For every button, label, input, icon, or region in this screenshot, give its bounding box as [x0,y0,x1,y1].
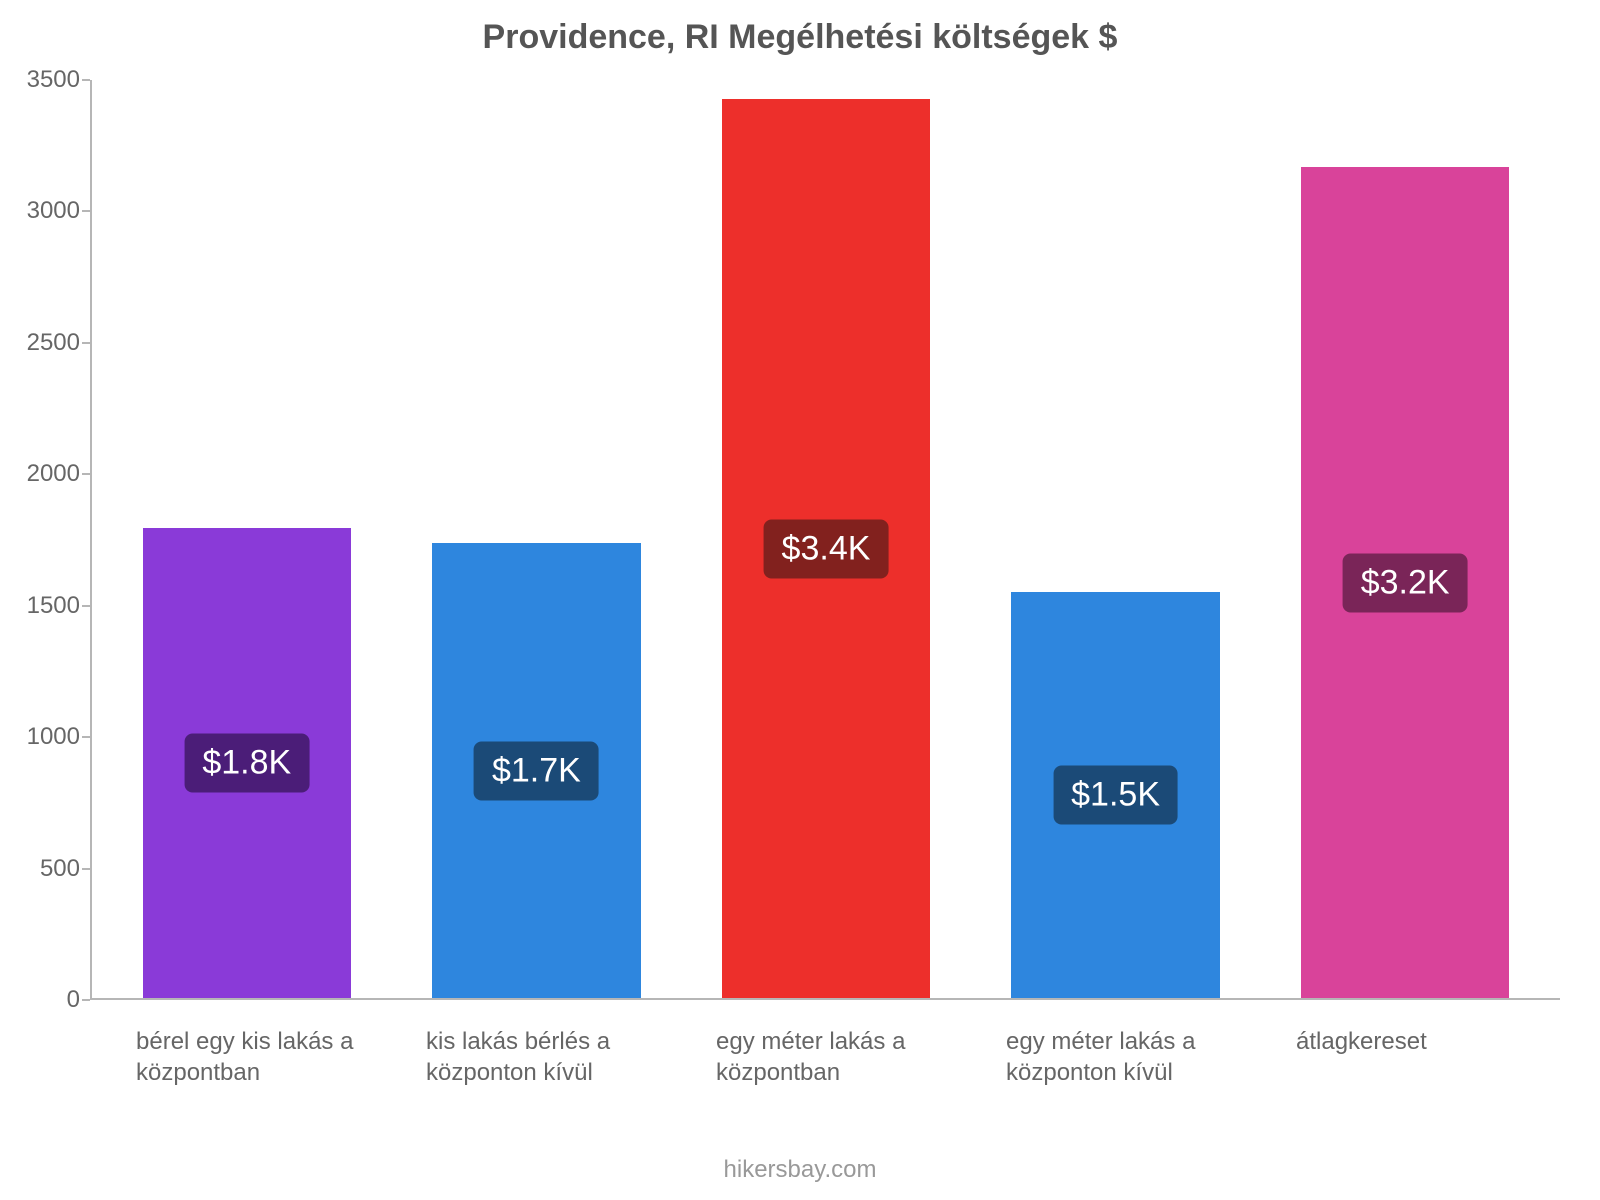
y-tick-mark [82,210,90,212]
y-tick-mark [82,736,90,738]
y-tick-label: 1500 [0,592,80,620]
x-axis-labels: bérel egy kis lakás a központbankis laká… [90,1012,1560,1088]
x-axis-label: bérel egy kis lakás a központban [100,1012,390,1088]
bar-value-badge: $1.8K [184,733,309,792]
bars-row: $1.8K $1.7K $3.4K $1.5K $3.2K [92,80,1560,998]
bar: $1.5K [1011,592,1220,998]
bar: $1.7K [432,543,641,998]
bar-value-badge: $1.7K [474,741,599,800]
chart-title: Providence, RI Megélhetési költségek $ [0,18,1600,57]
chart-footer: hikersbay.com [0,1156,1600,1184]
bar-slot: $1.8K [102,80,392,998]
y-tick-label: 2000 [0,460,80,488]
plot-area: $1.8K $1.7K $3.4K $1.5K $3.2K [90,80,1560,1000]
y-tick-mark [82,868,90,870]
bar: $1.8K [143,528,352,999]
bar-slot: $3.4K [681,80,971,998]
y-tick-label: 500 [0,855,80,883]
bar-slot: $1.7K [392,80,682,998]
y-tick-label: 3500 [0,66,80,94]
y-tick-label: 3000 [0,197,80,225]
bar-value-badge: $3.4K [764,519,889,578]
y-tick-label: 2500 [0,329,80,357]
y-tick-label: 1000 [0,723,80,751]
bar-slot: $1.5K [971,80,1261,998]
y-tick-mark [82,342,90,344]
x-axis-label: átlagkereset [1260,1012,1550,1088]
bar-slot: $3.2K [1260,80,1550,998]
bar-value-badge: $1.5K [1053,765,1178,824]
bar: $3.2K [1301,167,1510,998]
y-tick-mark [82,79,90,81]
x-axis-label: egy méter lakás a központon kívül [970,1012,1260,1088]
bar-value-badge: $3.2K [1343,553,1468,612]
y-tick-mark [82,605,90,607]
cost-of-living-bar-chart: Providence, RI Megélhetési költségek $ 0… [0,0,1600,1200]
y-tick-mark [82,999,90,1001]
x-axis-label: egy méter lakás a központban [680,1012,970,1088]
x-axis-label: kis lakás bérlés a központon kívül [390,1012,680,1088]
y-tick-label: 0 [0,986,80,1014]
bar: $3.4K [722,99,931,998]
y-tick-mark [82,473,90,475]
